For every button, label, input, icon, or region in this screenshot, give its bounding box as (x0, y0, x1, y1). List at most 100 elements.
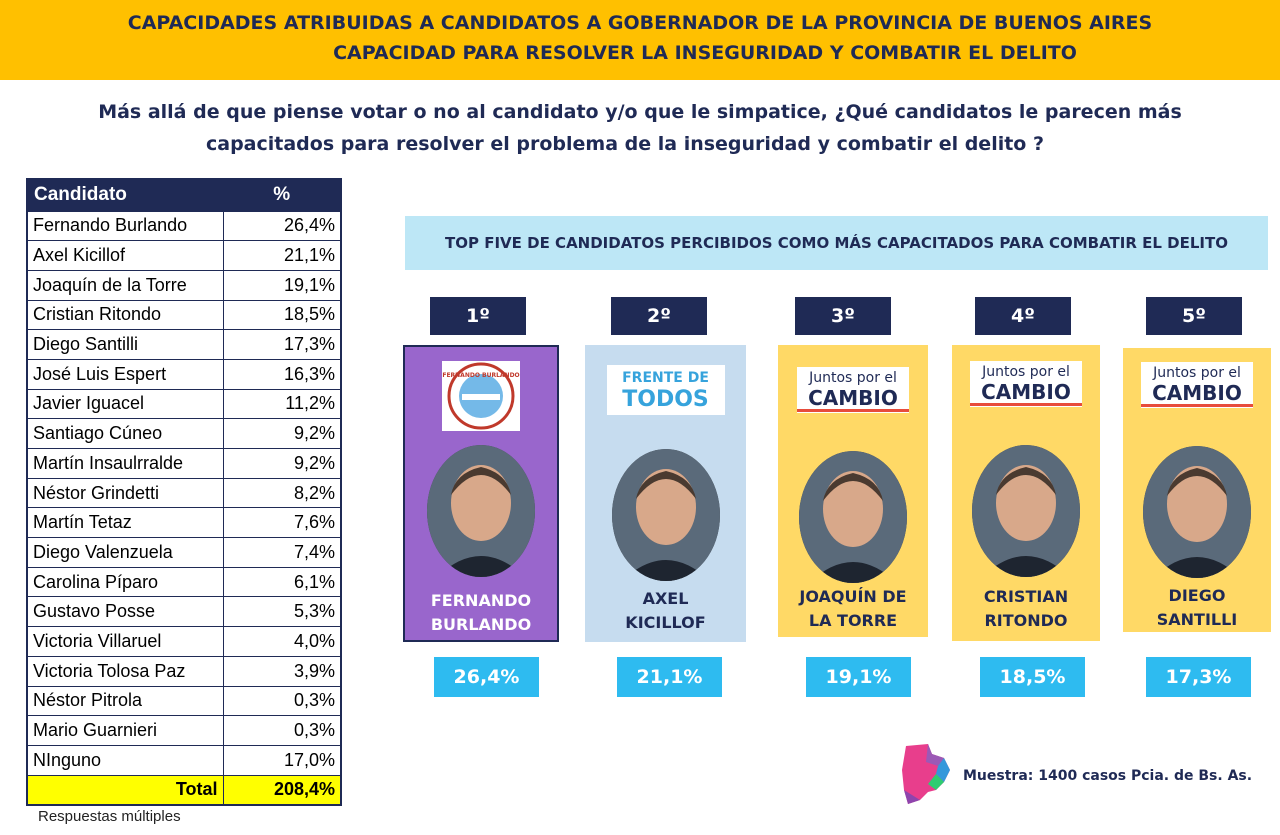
candidate-name-label: CRISTIAN RITONDO (952, 585, 1100, 633)
candidate-name: Cristian Ritondo (26, 299, 224, 331)
logo-text-top: Juntos por el (982, 364, 1070, 380)
table-row: Mario Guarnieri 0,3% (26, 715, 342, 746)
candidate-pct: 5,3% (222, 596, 342, 628)
table-row: Victoria Tolosa Paz 3,9% (26, 655, 342, 687)
table-row: NInguno 17,0% (26, 744, 342, 776)
candidate-pct-badge: 17,3% (1146, 657, 1251, 697)
table-row: Javier Iguacel 11,2% (26, 388, 342, 420)
name-line2: BURLANDO (430, 615, 532, 634)
candidate-pct: 19,1% (222, 269, 342, 301)
table-row: Cristian Ritondo 18,5% (26, 299, 342, 331)
candidate-name: Martín Insaulrralde (26, 448, 224, 479)
question-line2: capacitados para resolver el problema de… (206, 133, 1044, 155)
candidate-name-label: FERNANDO BURLANDO (405, 589, 557, 637)
sample-note: Muestra: 1400 casos Pcia. de Bs. As. (963, 768, 1253, 784)
name-line2: KICILLOF (625, 613, 706, 632)
multiple-answers-note: Respuestas múltiples (38, 808, 181, 825)
table-total-row: Total 208,4% (26, 774, 342, 806)
candidate-card: Juntos por el CAMBIO CRISTIAN RITONDO (952, 345, 1100, 641)
candidate-card: FRENTE DE TODOS AXEL KICILLOF (585, 345, 746, 642)
question-line1: Más allá de que piense votar o no al can… (98, 101, 1182, 123)
candidate-pct: 17,0% (222, 744, 342, 776)
total-label: Total (26, 774, 224, 806)
candidate-name: Carolina Píparo (26, 566, 224, 598)
candidate-name: Diego Santilli (26, 329, 224, 360)
table-row: José Luis Espert 16,3% (26, 358, 342, 390)
name-line1: FERNANDO (430, 591, 532, 610)
candidate-name: Javier Iguacel (26, 388, 224, 420)
candidate-pct: 18,5% (222, 299, 342, 331)
candidate-name-label: DIEGO SANTILLI (1123, 584, 1271, 632)
table-row: Néstor Pitrola 0,3% (26, 685, 342, 717)
candidate-pct: 4,0% (222, 626, 342, 657)
table-row: Axel Kicillof 21,1% (26, 240, 342, 271)
candidate-name-label: AXEL KICILLOF (585, 587, 746, 635)
candidate-pct: 21,1% (222, 240, 342, 271)
table-row: Carolina Píparo 6,1% (26, 566, 342, 598)
candidate-photo (972, 445, 1080, 577)
total-value: 208,4% (222, 774, 342, 806)
candidate-pct-badge: 19,1% (806, 657, 911, 697)
table-row: Fernando Burlando 26,4% (26, 210, 342, 242)
candidate-pct: 6,1% (222, 566, 342, 598)
frente-de-todos-logo: FRENTE DE TODOS (606, 365, 725, 415)
table-row: Martín Tetaz 7,6% (26, 507, 342, 539)
candidate-pct: 7,4% (222, 537, 342, 568)
candidate-pct: 11,2% (222, 388, 342, 420)
candidate-name: Néstor Grindetti (26, 477, 224, 509)
header-banner: CAPACIDADES ATRIBUIDAS A CANDIDATOS A GO… (0, 0, 1280, 80)
candidates-table: Candidato % Fernando Burlando 26,4% Axel K… (26, 178, 342, 806)
candidate-pct: 17,3% (222, 329, 342, 360)
juntos-por-el-cambio-logo: Juntos por el CAMBIO (970, 361, 1082, 407)
svg-text:FERNANDO BURLANDO: FERNANDO BURLANDO (442, 372, 519, 379)
candidate-name: Fernando Burlando (26, 210, 224, 242)
name-line1: JOAQUÍN DE (799, 587, 907, 606)
col-pct-header: % (222, 178, 342, 212)
candidate-name: Victoria Tolosa Paz (26, 655, 224, 687)
candidate-pct: 8,2% (222, 477, 342, 509)
candidate-pct: 0,3% (222, 715, 342, 746)
name-line1: CRISTIAN (983, 587, 1069, 606)
logo-text-top: FRENTE DE (622, 370, 709, 386)
candidate-pct-badge: 18,5% (980, 657, 1085, 697)
logo-text-bottom: CAMBIO (797, 387, 909, 412)
name-line2: LA TORRE (808, 611, 898, 630)
candidate-name: Joaquín de la Torre (26, 269, 224, 301)
table-row: Santiago Cúneo 9,2% (26, 418, 342, 449)
table-row: Joaquín de la Torre 19,1% (26, 269, 342, 301)
rank-badge: 4º (975, 297, 1071, 335)
burlando-party-seal: FERNANDO BURLANDO (442, 361, 520, 431)
candidate-pct: 26,4% (222, 210, 342, 242)
top-five-title: TOP FIVE DE CANDIDATOS PERCIBIDOS COMO M… (405, 216, 1268, 270)
candidate-pct: 0,3% (222, 685, 342, 717)
candidate-card: FERNANDO BURLANDO FERNANDO BURLANDO (403, 345, 559, 642)
candidate-name: Victoria Villaruel (26, 626, 224, 657)
candidate-name: Axel Kicillof (26, 240, 224, 271)
candidate-pct: 3,9% (222, 655, 342, 687)
candidate-photo (611, 449, 720, 581)
candidate-pct: 7,6% (222, 507, 342, 539)
table-row: Diego Valenzuela 7,4% (26, 537, 342, 568)
candidate-card: Juntos por el CAMBIO DIEGO SANTILLI (1123, 348, 1271, 632)
candidate-name: José Luis Espert (26, 358, 224, 390)
juntos-por-el-cambio-logo: Juntos por el CAMBIO (1141, 362, 1253, 408)
logo-text-bottom: TODOS (622, 387, 709, 412)
header-title-line1: CAPACIDADES ATRIBUIDAS A CANDIDATOS A GO… (127, 12, 1153, 34)
survey-question: Más allá de que piense votar o no al can… (0, 96, 1280, 160)
table-row: Victoria Villaruel 4,0% (26, 626, 342, 657)
candidate-pct-badge: 26,4% (434, 657, 539, 697)
table-row: Diego Santilli 17,3% (26, 329, 342, 360)
candidate-name: NInguno (26, 744, 224, 776)
rank-badge: 3º (795, 297, 891, 335)
candidate-name: Mario Guarnieri (26, 715, 224, 746)
name-line1: AXEL (642, 589, 689, 608)
candidate-name-label: JOAQUÍN DE LA TORRE (778, 585, 928, 633)
juntos-por-el-cambio-logo: Juntos por el CAMBIO (797, 367, 909, 413)
candidate-name: Martín Tetaz (26, 507, 224, 539)
table-row: Gustavo Posse 5,3% (26, 596, 342, 628)
candidate-pct: 16,3% (222, 358, 342, 390)
candidate-pct: 9,2% (222, 418, 342, 449)
candidate-name: Néstor Pitrola (26, 685, 224, 717)
table-header-row: Candidato % (26, 178, 342, 212)
candidate-card: Juntos por el CAMBIO JOAQUÍN DE LA TORRE (778, 345, 928, 637)
